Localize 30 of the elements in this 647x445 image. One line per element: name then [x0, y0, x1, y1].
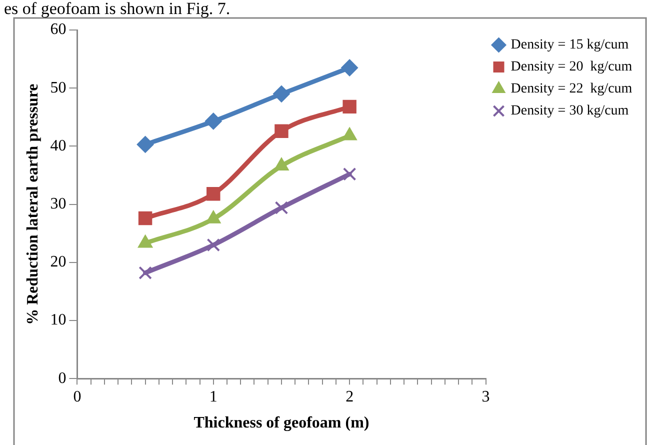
point — [274, 201, 288, 214]
text: es of geofoam is shown in Fig. 7. — [4, 0, 230, 18]
x-tick-label: 2 — [346, 388, 354, 406]
y-axis-title: % Reduction lateral earth pressure — [24, 84, 42, 325]
y-tick-label: 60 — [50, 21, 66, 38]
x-tick-label: 1 — [209, 388, 218, 406]
point — [274, 124, 288, 138]
y-tick-label: 10 — [50, 312, 66, 329]
point — [206, 238, 220, 252]
x-tick-label: 0 — [73, 388, 82, 406]
point — [342, 100, 356, 114]
x-tick-label: 3 — [482, 388, 490, 406]
y-tick-label: 0 — [58, 370, 66, 387]
legend-label: Density = 30 kg/cum — [510, 104, 629, 119]
point — [136, 136, 154, 153]
point — [206, 186, 220, 201]
legend-label: Density = 20 kg/cum — [510, 60, 632, 75]
legend-label: Density = 22 kg/cum — [510, 82, 632, 97]
y-tick-label: 20 — [50, 254, 66, 271]
point — [138, 211, 152, 226]
point — [342, 167, 356, 181]
point — [272, 85, 290, 102]
point — [341, 59, 358, 76]
x-axis-title: Thickness of geofoam (m) — [194, 414, 370, 432]
point — [138, 266, 152, 280]
y-tick-label: 30 — [50, 196, 66, 213]
y-tick-label: 40 — [50, 137, 66, 154]
y-tick-label: 50 — [50, 79, 66, 96]
point — [204, 112, 222, 130]
legend-label: Density = 15 kg/cum — [510, 38, 629, 53]
